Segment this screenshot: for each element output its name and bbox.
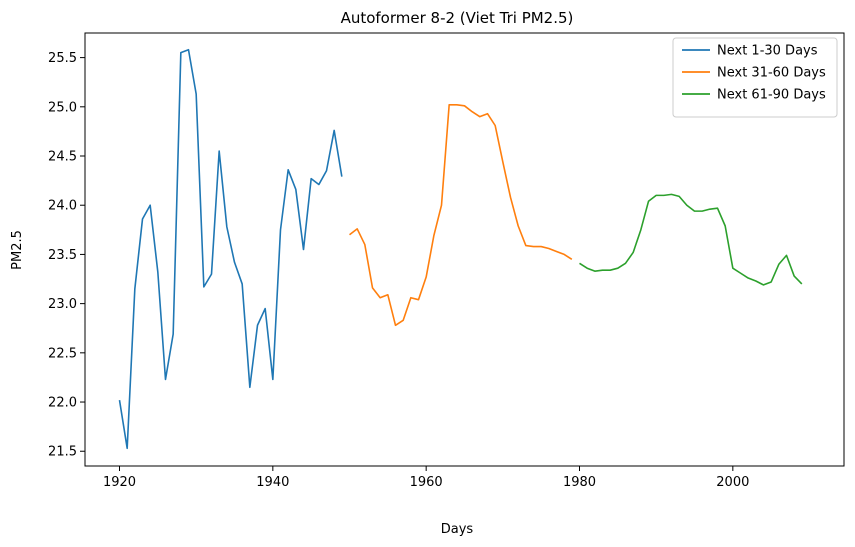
legend-label-3: Next 61-90 Days: [717, 88, 826, 103]
x-tick-label: 1940: [256, 475, 289, 490]
x-axis: 1920 1940 1960 1980 2000: [103, 466, 749, 490]
legend-box: [672, 37, 838, 118]
chart-title: Autoformer 8-2 (Viet Tri PM2.5): [341, 9, 574, 27]
y-tick-label: 22.0: [48, 396, 77, 411]
y-tick-label: 25.5: [48, 51, 77, 66]
y-tick-label: 21.5: [48, 445, 77, 460]
y-tick-label: 22.5: [48, 346, 77, 361]
plot-frame: [84, 32, 845, 467]
legend-label-1: Next 1-30 Days: [717, 44, 818, 59]
x-tick-label: 2000: [716, 475, 749, 490]
series-line-3: [579, 193, 803, 286]
x-tick-label: 1920: [103, 475, 136, 490]
plot-area: [118, 48, 803, 450]
y-tick-label: 24.5: [48, 150, 77, 165]
x-tick-label: 1980: [563, 475, 596, 490]
series-line-2: [349, 104, 573, 327]
legend: Next 1-30 Days Next 31-60 Days Next 61-90 …: [672, 37, 838, 118]
y-axis: 21.5 22.0 22.5 23.0 23.5 24.0 24.5 25.0 25.5: [48, 51, 85, 460]
legend-label-2: Next 31-60 Days: [717, 66, 826, 81]
x-axis-label: Days: [441, 522, 474, 537]
y-axis-label: PM2.5: [10, 230, 25, 270]
y-tick-label: 23.5: [48, 248, 77, 263]
y-tick-label: 24.0: [48, 199, 77, 214]
series-line-1: [118, 48, 343, 450]
x-tick-label: 1960: [410, 475, 443, 490]
y-tick-label: 23.0: [48, 297, 77, 312]
y-tick-label: 25.0: [48, 100, 77, 115]
